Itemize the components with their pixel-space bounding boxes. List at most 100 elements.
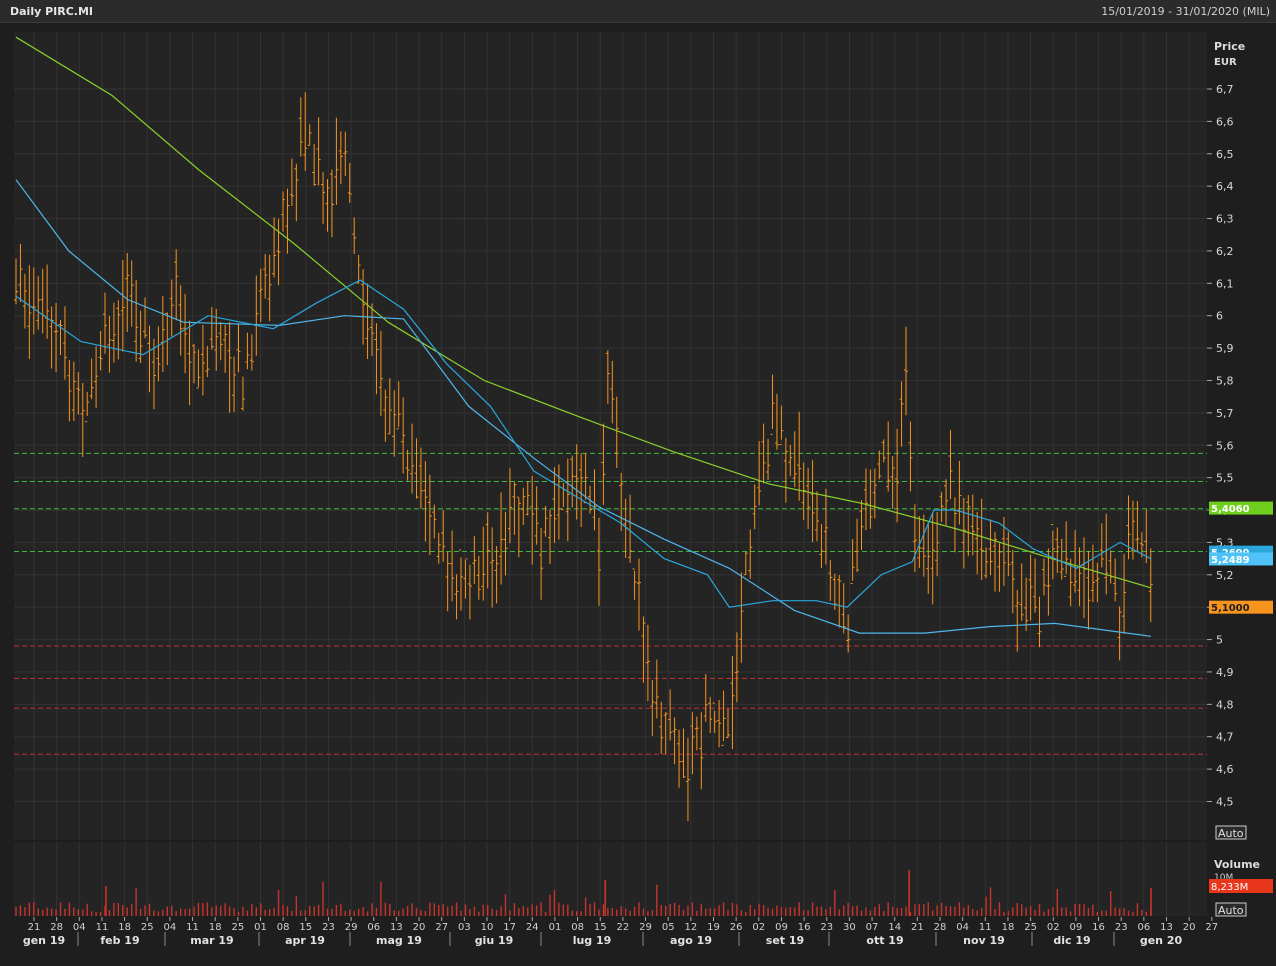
time-tick-label: 25 xyxy=(141,922,154,933)
ohlc-bar xyxy=(232,356,237,412)
ohlc-bar xyxy=(1033,558,1038,613)
ohlc-bar xyxy=(392,390,397,457)
price-tick-label: 6,7 xyxy=(1216,83,1234,96)
ohlc-bar xyxy=(1059,538,1064,580)
ohlc-bar xyxy=(1037,596,1042,648)
time-tick-label: 04 xyxy=(164,922,177,933)
ohlc-bar xyxy=(726,708,730,738)
price-tick-label: 6,3 xyxy=(1216,213,1234,226)
time-axis[interactable]: 21 28 04 11 18 25 04 11 18 25 01 08 15 23 29 06 13 20 27 03… xyxy=(0,917,1276,966)
time-tick-label: 02 xyxy=(752,922,765,933)
month-label: apr 19 xyxy=(285,934,325,947)
ohlc-bar xyxy=(196,349,201,389)
ohlc-bar xyxy=(846,614,851,653)
ohlc-bar xyxy=(774,393,779,450)
ohlc-bar xyxy=(321,172,326,224)
ohlc-bar xyxy=(734,632,739,703)
ohlc-bar xyxy=(917,516,922,568)
ohlc-bar xyxy=(1019,563,1024,621)
time-tick-label: 07 xyxy=(866,922,879,933)
ohlc-bar xyxy=(699,712,704,790)
volume-auto-button[interactable] xyxy=(1215,902,1247,917)
time-tick-label: 27 xyxy=(1205,922,1218,933)
ohlc-bar xyxy=(810,460,815,543)
price-tick-label: 6,4 xyxy=(1216,180,1234,193)
ohlc-bar xyxy=(939,491,944,523)
ohlc-bar xyxy=(481,526,486,601)
volume-last-value: 8,233M xyxy=(1211,882,1248,893)
ohlc-bar xyxy=(303,92,308,171)
ma-light-blue-tag-value: 5,2489 xyxy=(1211,555,1250,566)
ohlc-bar xyxy=(877,450,882,480)
ohlc-bar xyxy=(863,468,868,531)
ohlc-bar xyxy=(156,326,161,382)
ohlc-bar xyxy=(62,306,67,380)
ohlc-bar xyxy=(712,702,717,733)
ohlc-bar xyxy=(721,690,726,746)
ohlc-bar xyxy=(285,188,290,254)
ohlc-bar xyxy=(921,514,926,577)
ohlc-bar xyxy=(107,316,112,373)
time-tick-label: 19 xyxy=(707,922,720,933)
time-tick-label: 20 xyxy=(1183,922,1196,933)
ohlc-bar xyxy=(192,343,196,384)
ohlc-bar xyxy=(410,423,415,494)
volume-tick-label: 10M xyxy=(1214,873,1233,883)
ohlc-bar xyxy=(396,381,401,430)
ohlc-bar xyxy=(654,659,659,719)
ohlc-bar xyxy=(948,430,953,500)
time-tick-label: 23 xyxy=(820,922,833,933)
ohlc-bar xyxy=(249,334,254,371)
price-tick-label: 6,6 xyxy=(1216,115,1234,128)
ohlc-bar xyxy=(151,338,156,410)
ohlc-bar xyxy=(183,293,188,374)
time-tick-label: 21 xyxy=(28,922,41,933)
ohlc-bar xyxy=(205,346,210,377)
ohlc-bar xyxy=(120,260,125,352)
ohlc-bar xyxy=(71,361,76,422)
ohlc-bar xyxy=(579,453,584,528)
ohlc-bar xyxy=(1090,544,1095,603)
price-tick-label: 5,6 xyxy=(1216,439,1234,452)
date-range[interactable]: 15/01/2019 - 31/01/2020 (MIL) xyxy=(1101,5,1270,18)
ohlc-bar xyxy=(1046,548,1051,616)
ohlc-bar xyxy=(979,498,984,580)
time-tick-label: 29 xyxy=(345,922,358,933)
ohlc-bar xyxy=(904,326,908,416)
ohlc-bar xyxy=(209,307,214,350)
time-tick-label: 05 xyxy=(662,922,675,933)
ohlc-bar xyxy=(1050,524,1055,580)
ohlc-bar xyxy=(223,324,228,373)
ohlc-bar xyxy=(890,456,895,509)
ohlc-bar xyxy=(930,512,935,605)
price-axis[interactable]: 6,76,66,56,46,36,26,165,95,85,75,65,55,4… xyxy=(1207,83,1234,809)
time-tick-label: 18 xyxy=(209,922,222,933)
ohlc-bar xyxy=(370,303,374,356)
ohlc-bar xyxy=(343,131,348,176)
time-axis-bg xyxy=(0,917,1276,966)
ohlc-bar xyxy=(1099,523,1104,568)
ohlc-bar xyxy=(134,279,139,362)
price-chart[interactable]: 6,7 6,6 6,5 6,4 6,3 6,2 6,1 6 5,9 5,8 5,7 5,6 5,5 5,4… xyxy=(0,22,1276,966)
time-tick-label: 08 xyxy=(571,922,584,933)
ohlc-bar xyxy=(570,455,575,508)
price-tick-label: 4,7 xyxy=(1216,731,1234,744)
ohlc-bar xyxy=(405,449,410,481)
moving-average-1 xyxy=(15,36,1152,589)
ohlc-bar xyxy=(450,530,455,602)
ohlc-bar xyxy=(214,308,219,371)
ohlc-bar xyxy=(178,285,183,356)
ohlc-bar xyxy=(445,552,450,612)
price-tick-label: 4,9 xyxy=(1216,666,1234,679)
month-label: gen 20 xyxy=(1140,934,1183,947)
price-auto-button[interactable] xyxy=(1215,825,1247,840)
ohlc-bar xyxy=(539,527,544,600)
ohlc-bar xyxy=(614,396,619,468)
ohlc-bar xyxy=(752,484,757,530)
ohlc-bar xyxy=(22,273,27,329)
time-tick-label: 29 xyxy=(639,922,652,933)
month-label: lug 19 xyxy=(573,934,612,947)
volume-axis-label: Volume xyxy=(1214,858,1260,871)
ohlc-bar xyxy=(1095,562,1100,603)
ohlc-bar xyxy=(258,268,263,322)
